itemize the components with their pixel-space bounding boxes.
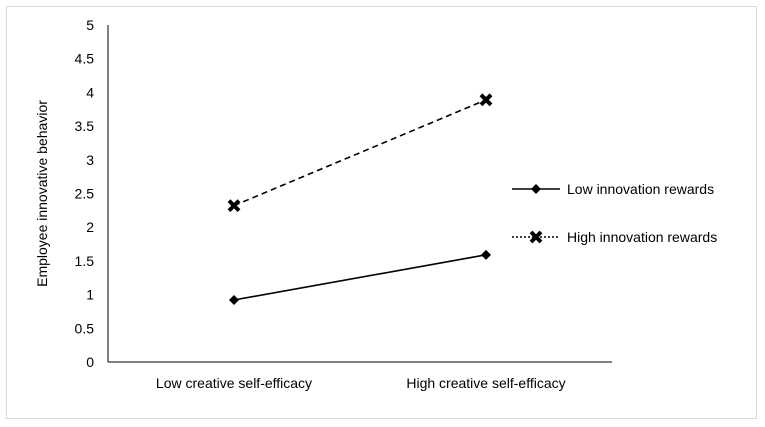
legend-marker — [529, 230, 543, 244]
x-category-label: High creative self-efficacy — [406, 375, 565, 391]
legend-item: Low innovation rewards — [512, 181, 714, 197]
y-tick-label: 5 — [86, 17, 94, 33]
y-tick-label: 4 — [86, 84, 94, 100]
y-tick-label: 2.5 — [75, 186, 95, 202]
y-axis-label: Employee innovative behavior — [34, 100, 50, 287]
y-tick-label: 0 — [86, 354, 94, 370]
legend-item: High innovation rewards — [512, 229, 717, 245]
axes — [107, 25, 612, 363]
chart-frame — [6, 6, 757, 419]
y-tick-label: 1.5 — [75, 253, 95, 269]
y-tick-label: 3.5 — [75, 118, 95, 134]
legend-label: Low innovation rewards — [567, 181, 714, 197]
legend-label: High innovation rewards — [567, 229, 717, 245]
y-tick-label: 4.5 — [75, 51, 95, 67]
series-low-innovation-rewards — [229, 249, 491, 305]
series-line — [233, 99, 487, 207]
x-category-label: Low creative self-efficacy — [156, 375, 312, 391]
data-point — [481, 249, 491, 260]
series-line — [233, 254, 487, 301]
series-high-innovation-rewards — [227, 93, 493, 213]
series-group — [227, 93, 493, 305]
data-point — [229, 294, 239, 305]
legend: Low innovation rewards High innovation re… — [512, 181, 717, 245]
y-tick-label: 3 — [86, 152, 94, 168]
legend-marker — [531, 184, 541, 194]
y-tick-labels: 0 0.5 1 1.5 2 2.5 3 3.5 4 4.5 5 — [75, 17, 95, 370]
data-point — [227, 199, 241, 213]
y-tick-label: 2 — [86, 219, 94, 235]
data-point — [479, 93, 493, 107]
x-category-labels: Low creative self-efficacy High creative … — [156, 375, 566, 391]
y-tick-label: 1 — [86, 287, 94, 303]
y-tick-label: 0.5 — [75, 320, 95, 336]
